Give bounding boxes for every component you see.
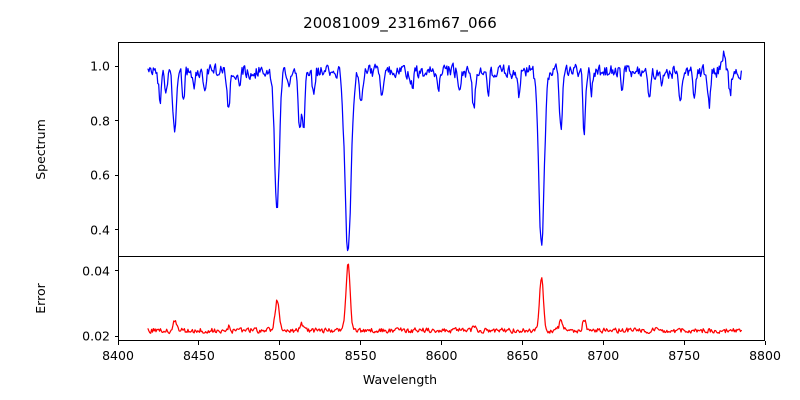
spectrum-y-tick-label: 0.8 (90, 113, 110, 129)
spectrum-y-tick-mark (114, 229, 118, 231)
spectrum-plot-panel (118, 42, 765, 257)
error-data-line (147, 263, 742, 335)
page-title: 20081009_2316m67_066 (303, 14, 497, 32)
spectrum-y-tick-label: 0.6 (90, 167, 110, 183)
x-tick-mark (521, 341, 523, 345)
spectrum-y-tick-label: 1.0 (90, 58, 110, 74)
x-tick-label: 8600 (425, 348, 458, 363)
error-y-axis-label: Error (32, 282, 48, 314)
x-tick-label: 8700 (587, 348, 620, 363)
x-axis-label: Wavelength (362, 372, 438, 387)
x-tick-label: 8400 (102, 348, 134, 363)
spectrum-line-chart (147, 50, 742, 252)
x-tick-mark (764, 341, 766, 345)
x-tick-label: 8800 (749, 348, 781, 363)
x-tick-label: 8550 (344, 348, 377, 363)
spectrum-y-axis-label: Spectrum (32, 118, 48, 180)
x-tick-label: 8650 (506, 348, 539, 363)
spectrum-y-tick-mark (114, 120, 118, 122)
x-tick-mark (683, 341, 685, 345)
error-line-chart (147, 263, 742, 335)
x-tick-mark (441, 341, 443, 345)
x-tick-mark (198, 341, 200, 345)
x-tick-mark (279, 341, 281, 345)
spectrum-y-tick-mark (114, 174, 118, 176)
x-tick-mark (360, 341, 362, 345)
x-tick-mark (117, 341, 119, 345)
spectrum-data-line (147, 50, 742, 252)
error-plot-panel (118, 256, 765, 341)
x-tick-mark (602, 341, 604, 345)
error-y-tick-mark (114, 335, 118, 337)
spectrum-y-tick-label: 0.4 (90, 222, 110, 238)
error-y-tick-label: 0.04 (82, 263, 110, 279)
x-tick-label: 8750 (668, 348, 701, 363)
x-tick-label: 8500 (263, 348, 296, 363)
x-tick-label: 8450 (182, 348, 215, 363)
spectrum-y-tick-mark (114, 65, 118, 68)
error-y-tick-mark (114, 270, 118, 272)
error-y-tick-label: 0.02 (82, 328, 110, 344)
